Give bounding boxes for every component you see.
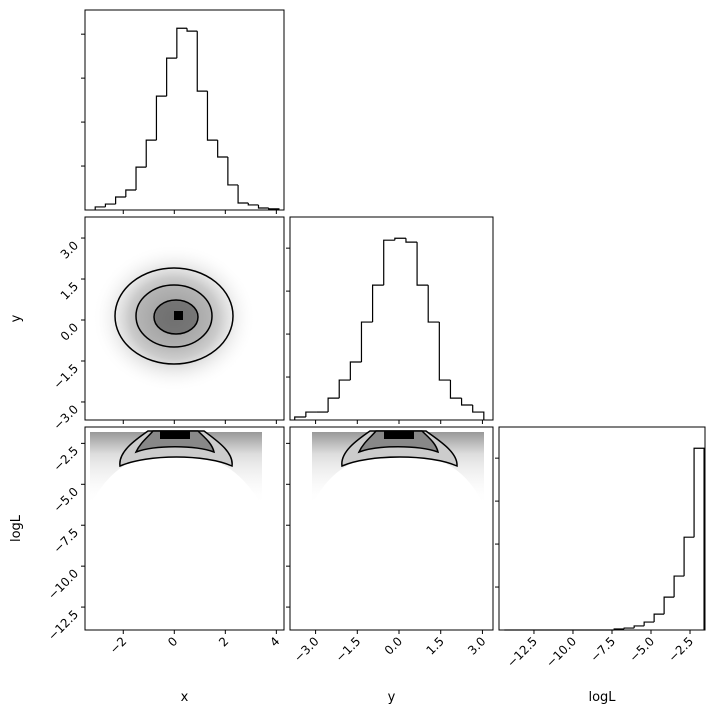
hist-bin (227, 157, 239, 186)
hist-bin (427, 285, 440, 323)
density-peak (384, 431, 414, 439)
x-axis-label: logL (588, 690, 616, 705)
x-tick-label: −2.5 (666, 634, 697, 665)
hist-bin (155, 95, 167, 141)
y-tick-label: −10.0 (45, 566, 81, 602)
hist-bin (349, 361, 362, 381)
x-axis-label: x (181, 690, 189, 705)
hist-bin (135, 166, 147, 190)
hist-bin (294, 416, 306, 420)
contour (357, 430, 440, 454)
hist-bin (472, 404, 485, 420)
hist-bin (663, 596, 675, 615)
y-tick-label: −1.5 (51, 361, 82, 392)
hist-bin (115, 196, 126, 205)
hist-bin (94, 206, 106, 210)
hist-bin (145, 139, 157, 168)
hist-bin (166, 57, 177, 97)
panel-frame (289, 426, 494, 631)
hist-bin (623, 627, 635, 629)
y-tick-label: −12.5 (45, 607, 81, 643)
hist-bin (176, 27, 188, 59)
y-tick-label: 3.0 (58, 238, 81, 261)
hist-bin (371, 284, 384, 323)
hist-bin (196, 31, 208, 92)
x-tick-label: −12.5 (504, 634, 540, 670)
x-tick-label: −5.0 (627, 634, 658, 665)
hist-bin (217, 140, 228, 158)
hist-bin (206, 91, 218, 141)
hist-bin (683, 536, 695, 577)
hist-bin (125, 189, 137, 198)
hist-bin (237, 184, 249, 204)
hist-bin (613, 628, 625, 630)
density-y-logL (312, 430, 484, 505)
density-xy (92, 244, 256, 392)
panel-frame (84, 216, 285, 421)
hist-bin (338, 379, 351, 399)
hist-bin (643, 621, 655, 626)
hist-bin (104, 203, 116, 207)
density-peak (174, 311, 183, 320)
hist-bin (394, 237, 406, 241)
x-tick-label: −1.5 (333, 634, 364, 665)
hist-bin (673, 575, 685, 598)
x-axis-label: y (388, 690, 396, 705)
hist-bin (327, 397, 340, 413)
x-tick-label: −2 (107, 634, 129, 656)
hist-bin (383, 239, 395, 286)
panel-frame (289, 216, 494, 421)
x-tick-label: −3.0 (291, 634, 322, 665)
hist-bin (305, 411, 317, 417)
hist-bin (693, 447, 705, 630)
density-x-logL (90, 430, 262, 505)
y-axis-label: logL (9, 514, 24, 542)
hist-bin (449, 380, 462, 399)
hist-bin (653, 613, 665, 623)
x-tick-label: −10.0 (543, 634, 579, 670)
hist-bin (633, 625, 645, 629)
panel-frame (84, 9, 285, 211)
density-peak (160, 431, 190, 439)
hist-bin (438, 322, 451, 381)
x-tick-label: 0.0 (382, 634, 405, 657)
contour (114, 267, 234, 365)
hist-bin (247, 202, 259, 206)
y-tick-label: −3.0 (51, 402, 82, 433)
x-tick-label: 1.5 (423, 634, 446, 657)
x-tick-label: 0 (165, 634, 180, 649)
panel-frame (84, 426, 285, 631)
hist-bin (257, 204, 269, 209)
y-tick-label: 0.0 (58, 320, 81, 343)
y-axis-label: y (9, 314, 24, 322)
hist-bin (405, 238, 418, 243)
hist-bin (360, 321, 373, 362)
contour (134, 430, 216, 454)
y-tick-label: 1.5 (58, 279, 81, 302)
y-tick-label: −7.5 (51, 525, 82, 556)
x-tick-label: 2 (216, 634, 231, 649)
x-tick-label: 3.0 (465, 634, 488, 657)
y-tick-label: −2.5 (51, 444, 82, 475)
x-tick-label: −7.5 (588, 634, 619, 665)
hist-bin (186, 28, 198, 32)
hist-bin (268, 208, 280, 210)
hist-bin (460, 398, 473, 406)
y-tick-label: −5.0 (51, 485, 82, 516)
panel-frame (498, 426, 706, 631)
x-tick-label: 4 (267, 634, 282, 649)
hist-bin (416, 242, 429, 286)
